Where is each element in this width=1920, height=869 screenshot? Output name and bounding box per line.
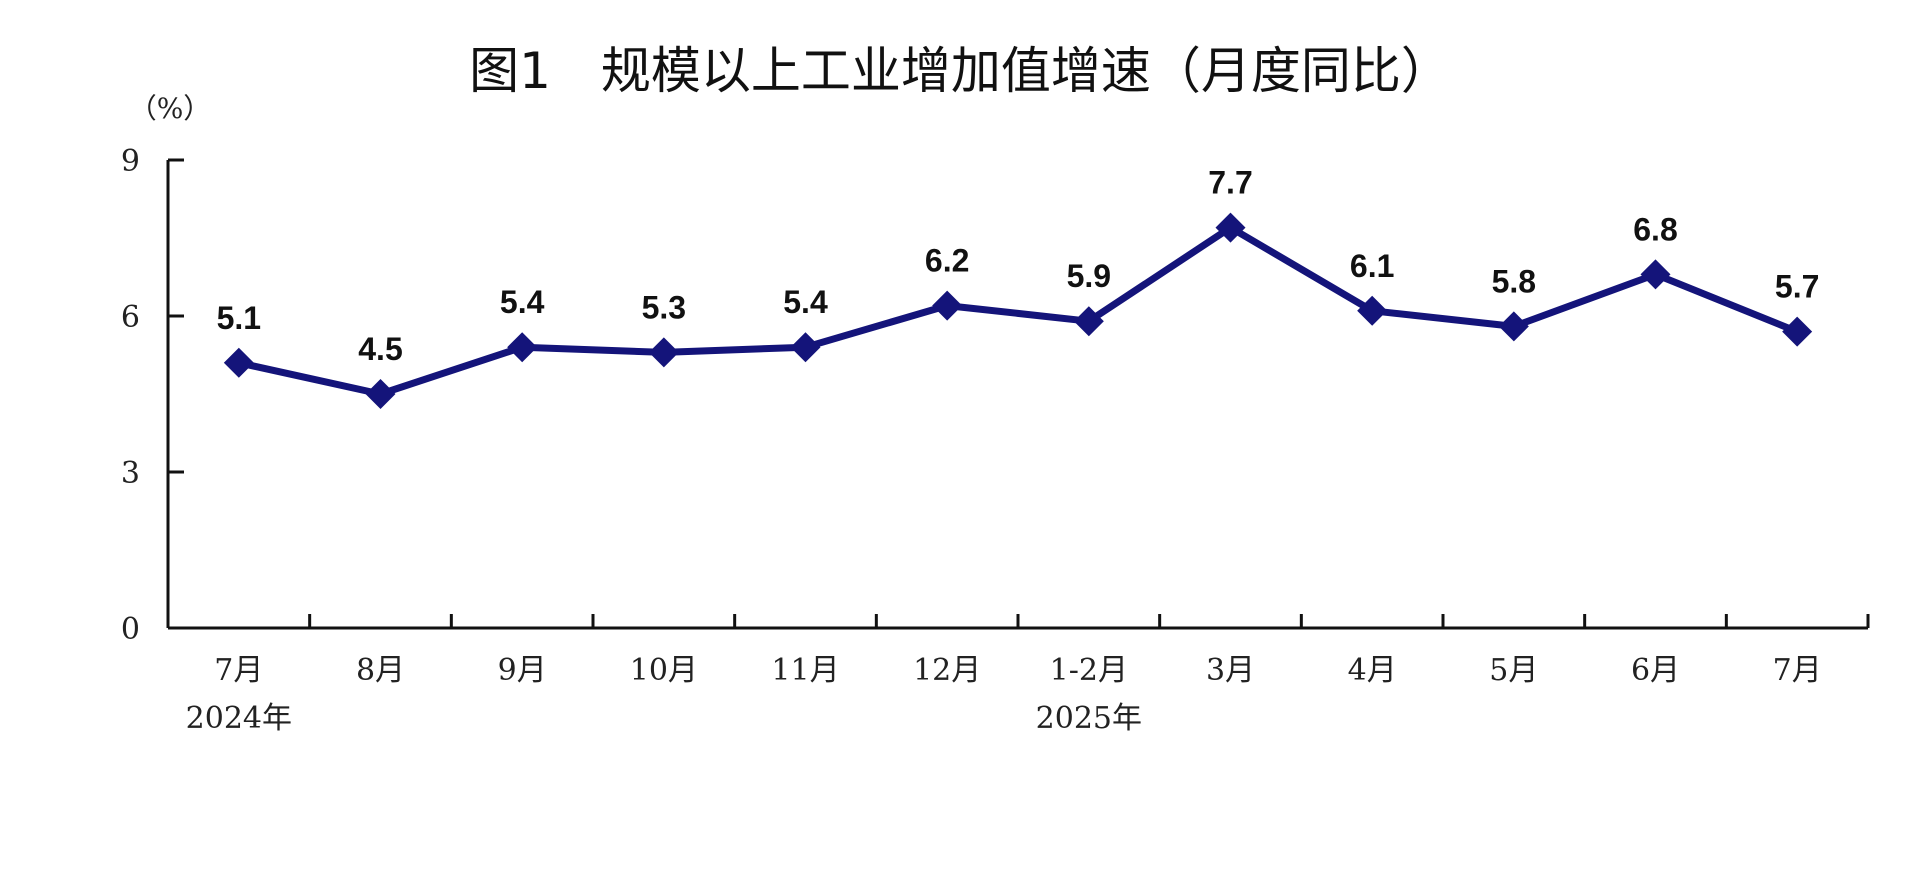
data-label: 5.7: [1775, 269, 1819, 305]
marker-layer: [223, 212, 1813, 409]
data-label: 6.2: [925, 243, 969, 279]
x-tick-label: 11月: [771, 653, 839, 688]
x-tick-label: 5月: [1489, 653, 1538, 688]
x-year-label: 2025年: [1036, 701, 1142, 736]
x-tick-label: 3月: [1206, 653, 1255, 688]
x-year-label: 2024年: [186, 701, 292, 736]
x-tick-label: 12月: [913, 653, 981, 688]
series-layer: [238, 224, 1799, 398]
data-point-marker: [648, 337, 679, 368]
x-tick-label: 7月: [1773, 653, 1822, 688]
y-tick-label: 0: [121, 612, 140, 647]
y-axis-ticks: 0 3 6 9: [121, 144, 184, 647]
data-point-marker: [1073, 306, 1104, 337]
data-point-marker: [223, 347, 254, 378]
data-point-marker: [1782, 316, 1813, 347]
y-axis-unit: （%）: [129, 92, 212, 125]
series-line: [238, 224, 1799, 398]
data-label: 4.5: [358, 331, 402, 367]
data-point-marker: [365, 379, 396, 409]
x-tick-label: 10月: [630, 653, 698, 688]
y-tick-label: 3: [121, 456, 140, 491]
data-label: 6.1: [1350, 248, 1394, 284]
data-label: 5.3: [642, 289, 686, 325]
data-label: 5.4: [783, 284, 828, 320]
data-label: 5.4: [500, 284, 545, 320]
data-label: 6.8: [1633, 211, 1677, 247]
data-point-marker: [1498, 311, 1529, 342]
data-point-marker: [932, 290, 963, 321]
x-tick-label: 4月: [1348, 653, 1397, 688]
data-label: 5.9: [1067, 258, 1111, 294]
x-tick-label: 6月: [1631, 653, 1680, 688]
y-tick-label: 9: [121, 144, 140, 179]
x-tick-label: 1-2月: [1050, 653, 1128, 688]
data-point-marker: [507, 332, 538, 363]
data-point-marker: [790, 332, 821, 363]
data-label-layer: 5.1 4.5 5.4 5.3 5.4 6.2 5.9 7.7 6.1 5.8 6.8 5.7: [217, 165, 1820, 367]
x-tick-label: 9月: [498, 653, 547, 688]
x-axis-ticks: 7月 8月 9月 10月 11月 12月 1-2月 3月 4月 5月 6月 7月 2024年 2025年: [186, 614, 1870, 736]
data-point-marker: [1215, 212, 1246, 243]
x-tick-label: 8月: [356, 653, 405, 688]
data-label: 5.1: [217, 300, 261, 336]
data-point-marker: [1357, 295, 1388, 326]
chart-title: 图1 规模以上工业增加值增速（月度同比）: [469, 42, 1451, 100]
data-label: 7.7: [1208, 165, 1252, 201]
y-tick-label: 6: [121, 300, 140, 335]
data-label: 5.8: [1492, 263, 1536, 299]
data-point-marker: [1640, 259, 1671, 290]
x-tick-label: 7月: [214, 653, 263, 688]
axes: [166, 160, 1868, 630]
